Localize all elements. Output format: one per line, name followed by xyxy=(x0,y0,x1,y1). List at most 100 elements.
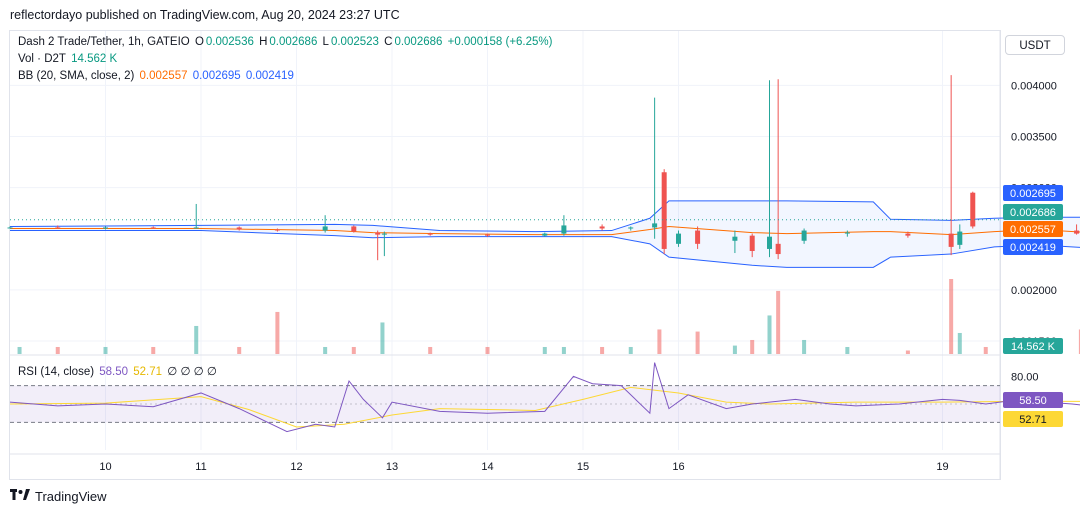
rsi-line xyxy=(9,362,1080,433)
volume-bar xyxy=(542,346,547,354)
time-tick-label: 19 xyxy=(936,461,948,473)
rsi-ma-tag: 52.71 xyxy=(1003,411,1063,427)
legend-volume-value: 14.562 K xyxy=(71,53,118,65)
candle-body xyxy=(485,234,490,236)
legend-close-value: 0.002686 xyxy=(394,36,443,48)
volume-bar xyxy=(323,346,328,354)
volume-bar xyxy=(949,279,954,354)
candle-body xyxy=(542,233,548,236)
legend-close-label: C xyxy=(384,36,393,48)
time-tick-label: 16 xyxy=(672,461,684,473)
legend-rsi-value: 58.50 xyxy=(99,366,129,378)
publisher-byline: reflectordayo published on TradingView.c… xyxy=(10,8,400,22)
price-tick-label: 0.002000 xyxy=(1011,285,1057,297)
legend-bb-label[interactable]: BB (20, SMA, close, 2) xyxy=(18,70,135,82)
rsi-value-tag-text: 58.50 xyxy=(1019,395,1047,407)
price-tick-label: 0.003500 xyxy=(1011,131,1057,143)
legend-symbol[interactable]: Dash 2 Trade/Tether, 1h, GATEIO xyxy=(18,36,190,48)
legend-open-value: 0.002536 xyxy=(205,36,254,48)
candle-body xyxy=(561,225,567,234)
candle-body xyxy=(948,233,954,247)
candle-body xyxy=(322,226,328,231)
legend-volume-label[interactable]: Vol · D2T xyxy=(18,53,66,65)
candle-body xyxy=(661,172,667,249)
time-tick-label: 14 xyxy=(481,461,493,473)
candle-body xyxy=(427,233,433,235)
candle-body xyxy=(7,227,13,229)
rsi-ma-tag-bg xyxy=(1003,411,1063,427)
legend-high-value: 0.002686 xyxy=(269,36,318,48)
volume-bar xyxy=(561,346,566,354)
candle-body xyxy=(381,233,387,235)
time-tick-label: 10 xyxy=(99,461,111,473)
candle-body xyxy=(905,233,911,236)
volume-bar xyxy=(55,346,60,354)
time-tick-label: 13 xyxy=(386,461,398,473)
volume-bar xyxy=(194,325,199,354)
candle-body xyxy=(375,232,381,235)
candle-body xyxy=(957,231,963,245)
candle-body xyxy=(236,227,242,230)
candle-body xyxy=(274,229,280,231)
volume-tag-text: 14.562 K xyxy=(1011,341,1056,353)
candle-body xyxy=(599,226,605,229)
candle-body xyxy=(676,233,681,244)
volume-bar xyxy=(750,339,755,354)
legend-rsi-ma: 52.71 xyxy=(133,366,163,378)
legend-bb-row: BB (20, SMA, close, 2) 0.002557 0.002695… xyxy=(18,70,296,82)
time-tick-label: 11 xyxy=(195,461,206,473)
candle-body xyxy=(351,226,357,232)
volume-bar xyxy=(905,350,910,354)
last-price-tag-bg xyxy=(1003,204,1063,220)
rsi-ma-tag-text: 52.71 xyxy=(1019,414,1047,426)
candle-body xyxy=(1074,230,1080,234)
rsi-value-tag: 58.50 xyxy=(1003,392,1063,408)
candle-body xyxy=(801,230,807,241)
last-price-tag: 0.002686 xyxy=(1003,204,1063,220)
bb-lower-tag: 0.002419 xyxy=(1003,239,1063,255)
volume-tag: 14.562 K xyxy=(1003,338,1063,354)
volume-bar xyxy=(695,331,700,354)
legend-rsi-row: RSI (14, close) 58.50 52.71 ∅ ∅ ∅ ∅ xyxy=(18,364,219,378)
volume-bar xyxy=(485,346,490,354)
volume-bar xyxy=(957,332,962,354)
volume-bar xyxy=(802,339,807,354)
candle-body xyxy=(749,235,755,251)
bb-upper-tag-text: 0.002695 xyxy=(1010,188,1056,200)
volume-bar xyxy=(275,311,280,354)
bb-lower-line xyxy=(10,230,1080,268)
last-price-tag-text: 0.002686 xyxy=(1010,207,1056,219)
candle-body xyxy=(970,192,976,227)
volume-bar xyxy=(845,346,850,354)
rsi-ma-line xyxy=(9,386,1080,428)
legend-change: +0.000158 (+6.25%) xyxy=(447,36,553,48)
candle-body xyxy=(732,236,738,241)
volume-bar xyxy=(17,346,22,354)
volume-bar xyxy=(983,346,988,354)
volume-tag-bg xyxy=(1003,338,1063,354)
bb-basis-tag: 0.002557 xyxy=(1003,221,1063,237)
legend-bb-upper: 0.002695 xyxy=(192,70,241,82)
volume-bar xyxy=(151,346,156,354)
legend-ohlc-row: Dash 2 Trade/Tether, 1h, GATEIO O 0.00253… xyxy=(18,36,554,48)
time-tick-label: 12 xyxy=(290,461,302,473)
candle-body xyxy=(767,236,772,249)
candle-body xyxy=(695,230,701,244)
time-tick-label: 15 xyxy=(577,461,589,473)
legend-low-label: L xyxy=(322,36,329,48)
volume-bar xyxy=(732,345,737,354)
currency-button[interactable]: USDT xyxy=(1005,35,1065,55)
candle-body xyxy=(103,227,108,229)
tradingview-logo[interactable]: TradingView xyxy=(10,489,107,504)
legend-volume-row: Vol · D2T 14.562 K xyxy=(18,53,119,65)
bb-basis-tag-bg xyxy=(1003,221,1063,237)
price-tick-label: 0.004000 xyxy=(1011,80,1057,92)
volume-bar xyxy=(600,346,605,354)
bb-upper-tag-bg xyxy=(1003,185,1063,201)
volume-bar xyxy=(657,329,662,354)
legend-rsi-label[interactable]: RSI (14, close) xyxy=(18,366,95,378)
rsi-tick-label: 80.00 xyxy=(1011,371,1039,383)
bb-lower-tag-bg xyxy=(1003,239,1063,255)
bb-basis-tag-text: 0.002557 xyxy=(1010,224,1056,236)
